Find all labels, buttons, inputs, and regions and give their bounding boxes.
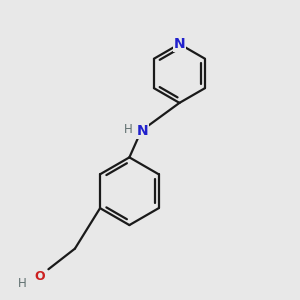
- Text: N: N: [174, 37, 185, 51]
- Text: N: N: [137, 124, 148, 138]
- Text: O: O: [34, 270, 45, 283]
- Text: H: H: [124, 123, 132, 136]
- Text: H: H: [17, 278, 26, 290]
